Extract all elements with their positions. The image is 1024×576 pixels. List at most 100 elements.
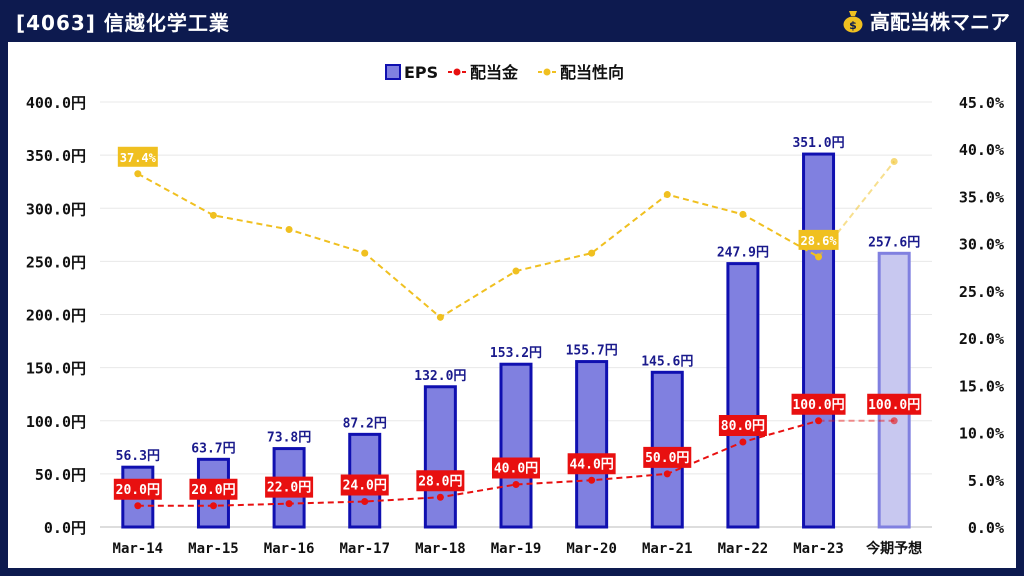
dividend-data-label: 20.0円 bbox=[116, 483, 160, 498]
dividend-point bbox=[209, 502, 217, 510]
eps-data-label: 153.2円 bbox=[490, 346, 542, 361]
payout-point bbox=[361, 249, 369, 257]
payout-point bbox=[134, 170, 142, 178]
y-right-tick-label: 35.0% bbox=[959, 188, 1004, 206]
dividend-label-box bbox=[265, 476, 314, 498]
dividend-data-label: 50.0円 bbox=[645, 451, 689, 466]
dividend-data-label: 24.0円 bbox=[343, 479, 387, 494]
dividend-label-box bbox=[189, 478, 238, 500]
dividend-label-box bbox=[643, 446, 692, 468]
chart: 0.0円 50.0円 100.0円 150.0円 200.0円 250.0円 300.0円 3… bbox=[26, 63, 1004, 557]
dividend-point bbox=[285, 500, 293, 508]
eps-data-label: 73.8円 bbox=[267, 431, 311, 446]
x-tick-label: Mar-15 bbox=[188, 541, 239, 557]
payout-data-label: 37.4% bbox=[120, 151, 157, 165]
x-tick-label: Mar-23 bbox=[793, 541, 844, 557]
y-right-tick-label: 10.0% bbox=[959, 425, 1004, 443]
payout-data-label: 28.6% bbox=[800, 234, 837, 248]
payout-point bbox=[739, 210, 747, 218]
y-left-tick-label: 0.0円 bbox=[44, 519, 86, 537]
x-tick-label: Mar-16 bbox=[264, 541, 315, 557]
x-tick-label: Mar-21 bbox=[642, 541, 693, 557]
y-left-tick-label: 50.0円 bbox=[35, 466, 86, 484]
brand-logo: $ 高配当株マニア bbox=[842, 6, 1010, 35]
eps-data-label: 56.3円 bbox=[116, 449, 160, 464]
payout-point bbox=[285, 226, 293, 233]
dividend-point bbox=[890, 417, 898, 425]
eps-data-label: 257.6円 bbox=[868, 235, 920, 250]
y-left-tick-label: 400.0円 bbox=[26, 94, 86, 112]
y-right-tick-label: 15.0% bbox=[959, 377, 1004, 395]
x-tick-label: Mar-22 bbox=[718, 541, 769, 557]
dividend-data-label: 80.0円 bbox=[721, 419, 765, 434]
eps-data-label: 63.7円 bbox=[191, 441, 235, 456]
page-title: [4063] 信越化学工業 bbox=[16, 11, 230, 35]
dividend-label-box bbox=[113, 478, 162, 500]
y-right-tick-label: 0.0% bbox=[968, 519, 1004, 537]
eps-bar bbox=[499, 362, 533, 529]
y-left-tick-label: 200.0円 bbox=[26, 307, 86, 325]
payout-label-box bbox=[117, 146, 158, 167]
dividend-point bbox=[361, 498, 369, 505]
money-bag-icon: $ bbox=[843, 10, 863, 32]
eps-bar bbox=[877, 251, 911, 529]
payout-point bbox=[512, 267, 520, 275]
eps-data-label: 145.6円 bbox=[641, 354, 693, 369]
payout-point bbox=[209, 211, 217, 219]
eps-data-label: 132.0円 bbox=[414, 369, 466, 384]
y-right-tick-label: 5.0% bbox=[968, 472, 1004, 490]
dividend-point bbox=[512, 481, 520, 488]
payout-point bbox=[436, 313, 444, 321]
dividend-label-box bbox=[492, 457, 540, 479]
eps-data-label: 155.7円 bbox=[566, 344, 618, 359]
x-tick-label: Mar-19 bbox=[491, 541, 542, 557]
x-tick-label: Mar-14 bbox=[113, 541, 164, 557]
y-right-tick-label: 20.0% bbox=[959, 330, 1004, 348]
eps-bar bbox=[575, 360, 609, 529]
x-tick-label: 今期予想 bbox=[865, 540, 922, 557]
payout-series-line bbox=[137, 172, 820, 319]
x-tick-label: Mar-17 bbox=[339, 541, 390, 557]
x-tick-label: Mar-18 bbox=[415, 541, 466, 557]
y-left-tick-label: 350.0円 bbox=[26, 147, 86, 165]
eps-bar bbox=[726, 262, 760, 529]
y-left-tick-label: 250.0円 bbox=[26, 253, 86, 271]
dividend-data-label: 40.0円 bbox=[494, 462, 538, 477]
eps-data-label: 351.0円 bbox=[792, 136, 844, 151]
eps-bar bbox=[423, 385, 457, 529]
dividend-point bbox=[663, 470, 671, 478]
dividend-data-label: 22.0円 bbox=[267, 481, 311, 496]
dividend-data-label: 28.0円 bbox=[418, 474, 462, 489]
dividend-label-box bbox=[340, 474, 389, 496]
y-right-tick-label: 45.0% bbox=[959, 94, 1004, 112]
dividend-data-label: 20.0円 bbox=[191, 483, 235, 498]
payout-point bbox=[663, 191, 671, 199]
legend-payout-marker bbox=[543, 68, 551, 76]
svg-text:$: $ bbox=[849, 19, 857, 32]
dividend-label-box bbox=[416, 470, 465, 492]
legend-dividend-marker bbox=[453, 68, 461, 76]
y-right-tick-label: 40.0% bbox=[959, 141, 1004, 159]
legend-payout-label: 配当性向 bbox=[560, 63, 624, 82]
dividend-label-box bbox=[791, 393, 846, 415]
payout-point bbox=[815, 253, 823, 261]
y-left-tick-label: 100.0円 bbox=[26, 413, 86, 431]
dividend-point bbox=[436, 493, 444, 501]
eps-data-label: 247.9円 bbox=[717, 246, 769, 261]
dividend-data-label: 44.0円 bbox=[569, 457, 613, 472]
y-left-tick-label: 150.0円 bbox=[26, 360, 86, 378]
y-left-tick-label: 300.0円 bbox=[26, 200, 86, 218]
legend-eps-label: EPS bbox=[404, 63, 438, 82]
header-bar: [4063] 信越化学工業 $ 高配当株マニア bbox=[0, 0, 1024, 40]
y-right-tick-label: 30.0% bbox=[959, 236, 1004, 254]
y-right-tick-label: 25.0% bbox=[959, 283, 1004, 301]
dividend-label-box bbox=[867, 393, 922, 415]
payout-point bbox=[890, 158, 898, 165]
dividend-point bbox=[588, 476, 596, 484]
brand-name: 高配当株マニア bbox=[870, 10, 1010, 34]
eps-bar bbox=[802, 152, 836, 529]
payout-point bbox=[588, 249, 596, 257]
dividend-label-box bbox=[718, 415, 767, 436]
dividend-data-label: 100.0円 bbox=[868, 398, 920, 413]
dividend-point bbox=[134, 502, 142, 510]
